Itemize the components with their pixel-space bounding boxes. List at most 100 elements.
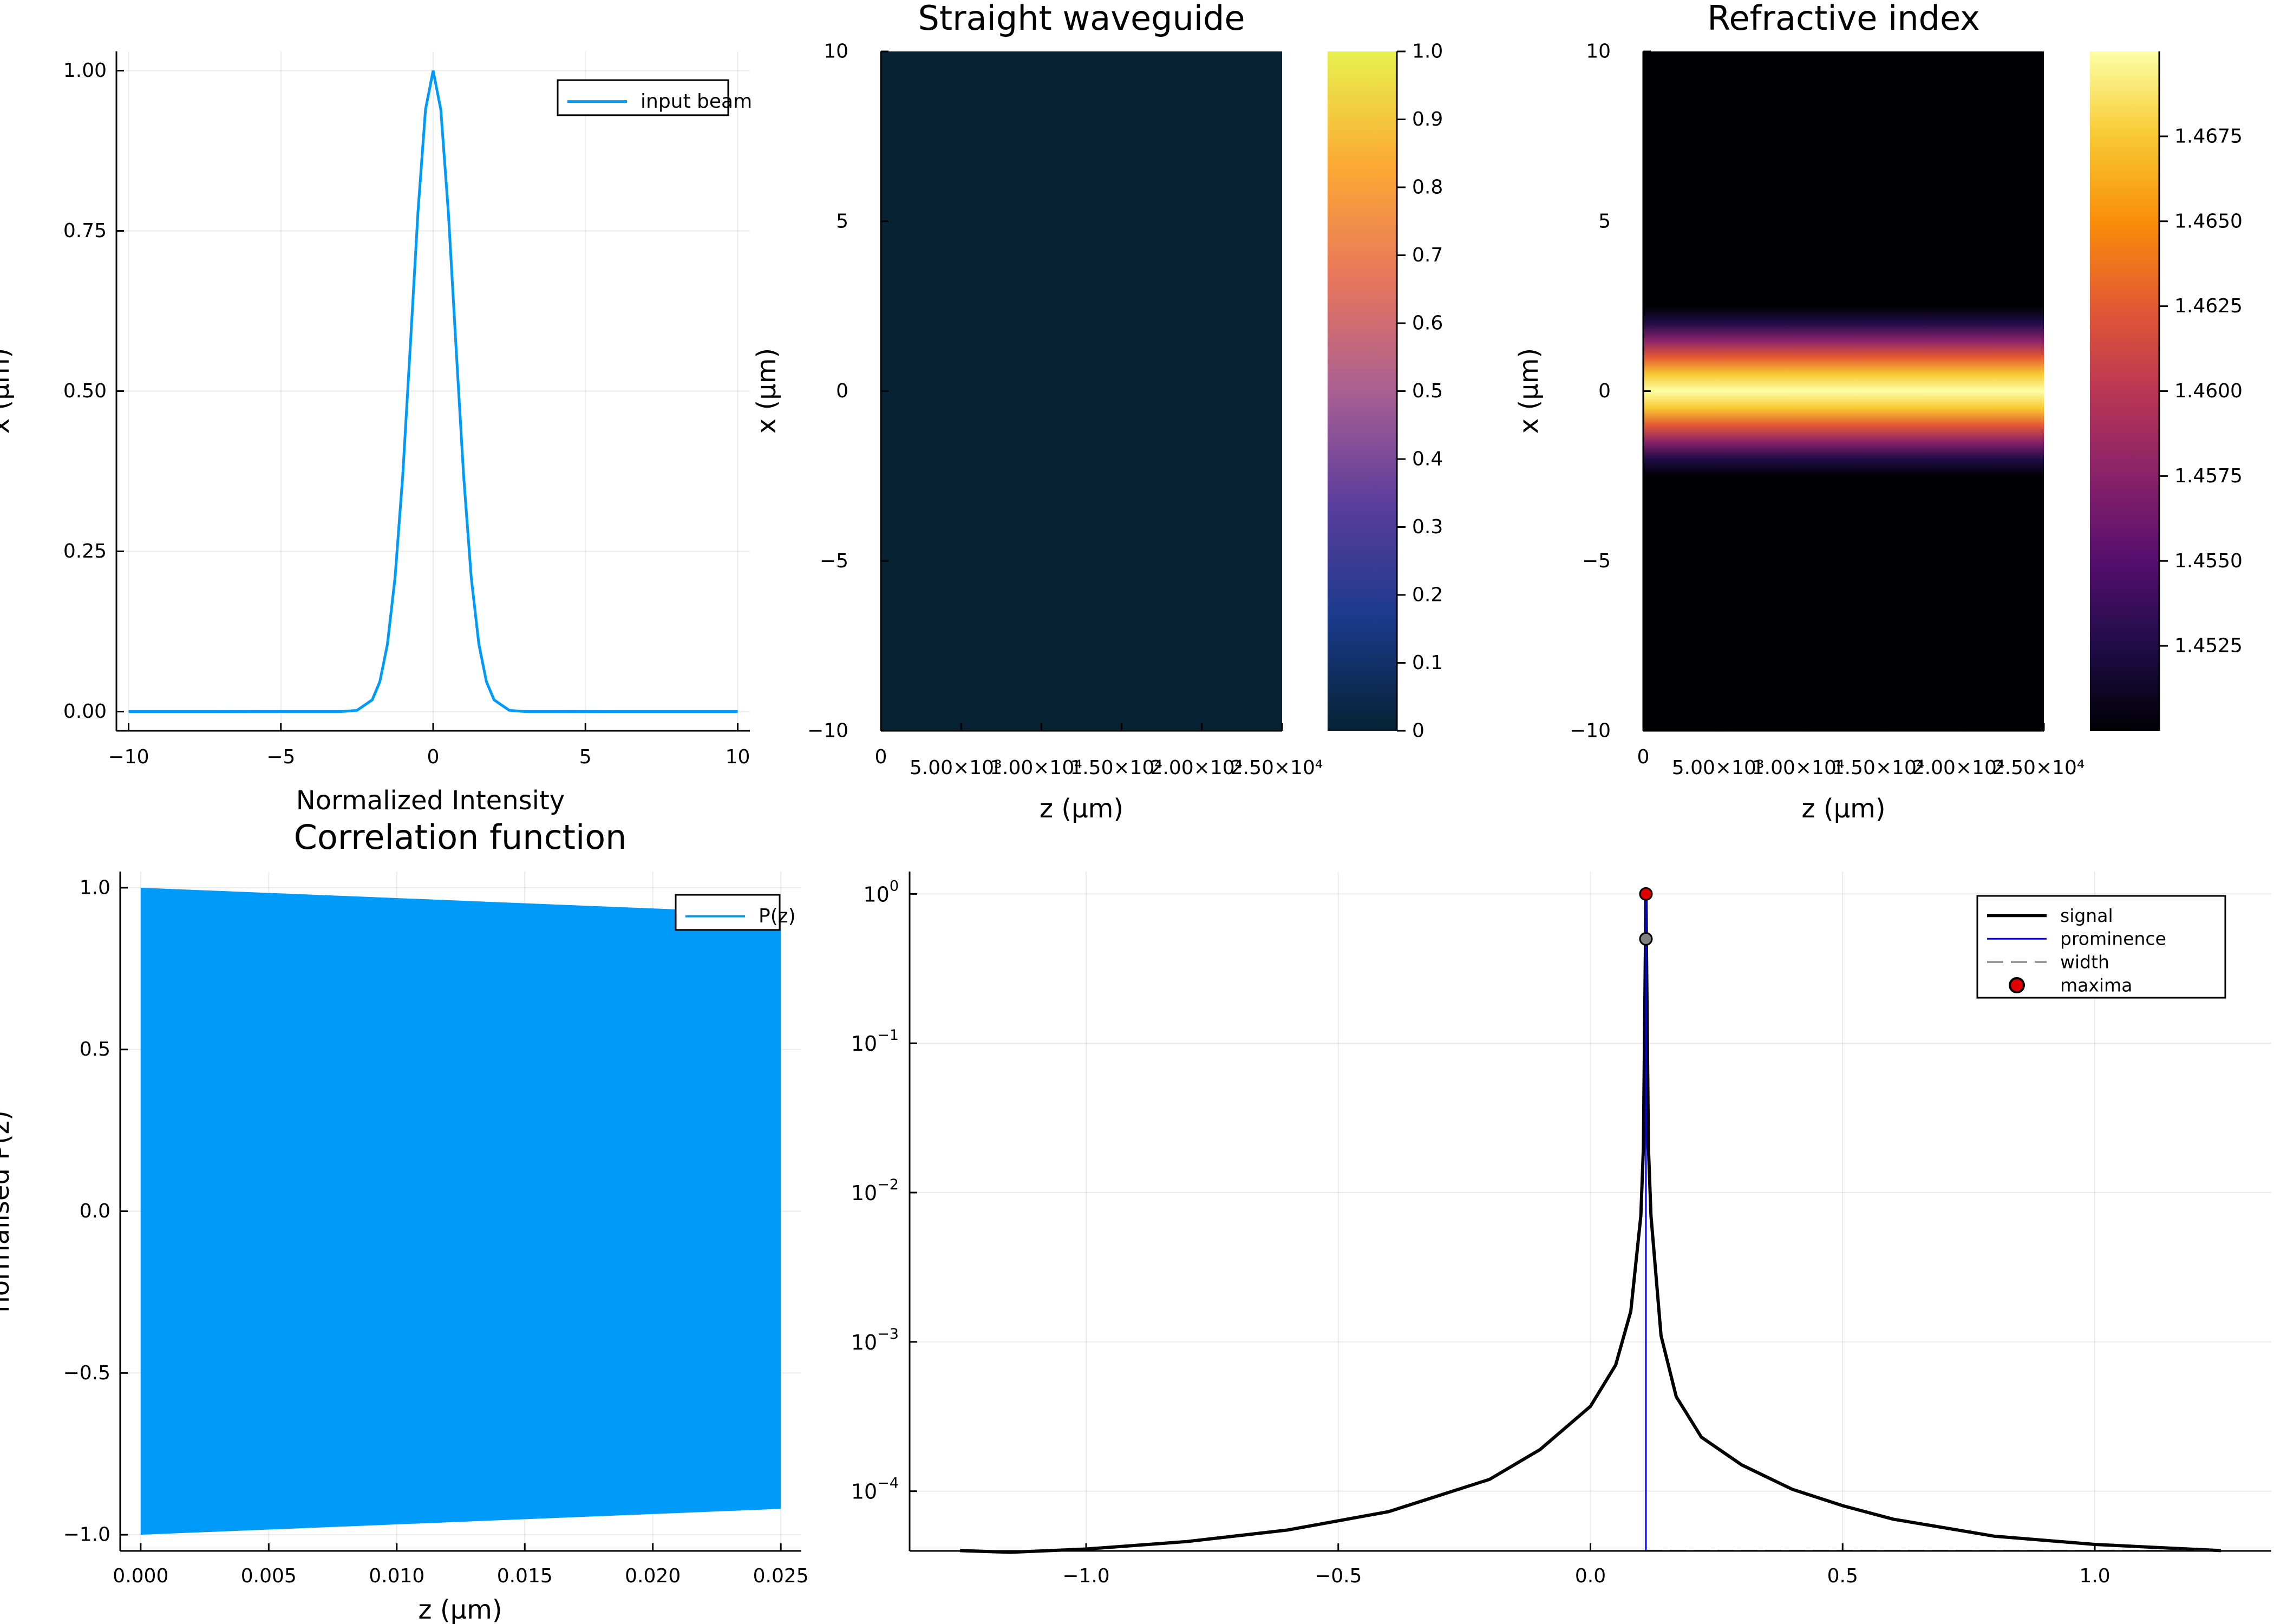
colorbar-tick-label: 0.3 [1412, 516, 1443, 538]
y-tick-label: 5 [836, 210, 848, 232]
colorbar-tick-label: 1.4550 [2174, 550, 2243, 572]
colorbar-tick-label: 1.4600 [2174, 380, 2243, 402]
y-tick-label: 0.0 [80, 1200, 110, 1222]
x-tick-label: 0.010 [369, 1565, 424, 1587]
x-tick-label: 0.005 [241, 1565, 297, 1587]
x-tick-label: 2.00×10⁴ [1151, 757, 1243, 779]
x-tick-label: 5 [579, 746, 592, 768]
x-tick-label: 0.5 [1827, 1565, 1858, 1587]
legend-label: input beam [641, 90, 752, 113]
series-line-input-beam [128, 70, 738, 713]
x-tick-labels: 0.000 0.005 0.010 0.015 0.020 0.025 [113, 1543, 809, 1587]
x-axis-label: Normalized Intensity [296, 785, 565, 816]
x-tick-label: 2.00×10⁴ [1912, 757, 2005, 779]
colorbar-tick-labels: 0 0.1 0.2 0.3 0.4 0.5 0.6 0.7 0.8 0.9 1.0 [1396, 41, 1443, 742]
x-tick-label: 5.00×10³ [910, 757, 1002, 779]
colorbar-tick-label: 0.9 [1412, 108, 1443, 130]
x-tick-label: 1.0 [2079, 1565, 2110, 1587]
x-tick-label: 5.00×10³ [1672, 757, 1765, 779]
grid-lines [116, 51, 750, 731]
y-tick-label: 0.00 [63, 700, 107, 723]
y-tick-label: −10 [807, 720, 848, 742]
y-tick-label: 0 [836, 380, 848, 402]
legend-box [675, 894, 781, 931]
legend: input beam [557, 79, 752, 116]
colorbar-tick-label: 1.4675 [2174, 125, 2243, 147]
y-tick-label: 0.75 [63, 220, 107, 242]
colorbar-tick-label: 1.4525 [2174, 635, 2243, 657]
x-tick-label: 0.000 [113, 1565, 168, 1587]
y-tick-label: 0.25 [63, 540, 107, 562]
colorbar-tick-label: 0.8 [1412, 176, 1443, 199]
x-tick-label: −10 [108, 746, 149, 768]
y-tick-label: −1.0 [63, 1524, 110, 1546]
legend-label: signal [2060, 905, 2113, 926]
heatmap-index [1643, 51, 2044, 731]
legend-box [557, 79, 729, 116]
x-tick-label: 2.50×10⁴ [1992, 757, 2085, 779]
x-tick-label: 0.015 [497, 1565, 553, 1587]
x-axis-label: z (μm) [1801, 794, 1885, 824]
x-tick-label: 0.020 [625, 1565, 681, 1587]
x-tick-label: 2.50×10⁴ [1231, 757, 1323, 779]
series-band-pz [140, 887, 781, 1535]
x-tick-label: 1.50×10⁴ [1832, 757, 1925, 779]
colorbar-tick-label: 0 [1412, 720, 1424, 742]
legend-label: maxima [2060, 975, 2132, 996]
y-axis-label: x (μm) [752, 348, 782, 434]
x-tick-labels: −1.0 −0.5 0.0 0.5 1.0 [1062, 1543, 2110, 1587]
y-axis-label: x (μm) [1514, 348, 1544, 434]
panel-input-beam: −10 −5 0 5 10 0.00 0.25 0.50 0.75 1.00 Normalize… [0, 51, 752, 816]
marker-half-height [1639, 932, 1653, 946]
colorbar-tick-label: 0.4 [1412, 448, 1443, 470]
legend: P(z) [675, 894, 796, 931]
chart-title: Straight waveguide [918, 0, 1245, 38]
y-tick-label: 0.5 [80, 1038, 110, 1060]
colorbar [1328, 51, 1397, 731]
colorbar-tick-label: 1.0 [1412, 41, 1443, 63]
colorbar-tick-label: 0.1 [1412, 652, 1443, 674]
colorbar-tick-label: 1.4625 [2174, 295, 2243, 317]
panel-peak-analysis: −1.0 −0.5 0.0 0.5 1.0 10−4 10−3 10−2 10−1 100 si… [851, 872, 2271, 1587]
colorbar-tick-label: 0.6 [1412, 312, 1443, 335]
x-tick-label: 1.00×10⁴ [1752, 757, 1845, 779]
colorbar-tick-label: 1.4650 [2174, 210, 2243, 232]
y-tick-label: 0.50 [63, 380, 107, 402]
y-tick-label: 1.0 [80, 876, 110, 899]
y-tick-label: 10 [824, 41, 848, 63]
legend-label: P(z) [759, 905, 796, 927]
x-tick-label: 0 [427, 746, 440, 768]
x-tick-label: 0.0 [1575, 1565, 1606, 1587]
y-tick-label: 10−2 [851, 1176, 899, 1205]
y-tick-labels: −10 −5 0 5 10 [807, 41, 888, 742]
y-tick-labels: −1.0 −0.5 0.0 0.5 1.0 [63, 876, 128, 1546]
colorbar-tick-label: 0.7 [1412, 244, 1443, 266]
x-tick-labels: 0 5.00×10³1.00×10⁴1.50×10⁴2.00×10⁴2.50×10… [875, 723, 1323, 779]
y-tick-labels: −10 −5 0 5 10 [1570, 41, 1651, 742]
x-tick-label: −0.5 [1315, 1565, 1362, 1587]
y-tick-label: 5 [1598, 210, 1611, 232]
legend-swatch [2009, 977, 2025, 993]
x-tick-label: 0 [875, 746, 887, 768]
y-tick-labels: 0.00 0.25 0.50 0.75 1.00 [63, 60, 124, 723]
colorbar-tick-label: 0.2 [1412, 584, 1443, 606]
y-tick-labels: 10−4 10−3 10−2 10−1 100 [851, 878, 917, 1504]
marker-maximum [1639, 887, 1653, 901]
x-tick-label: 0 [1637, 746, 1650, 768]
y-tick-label: −5 [820, 550, 848, 572]
y-tick-label: 10−4 [851, 1475, 899, 1504]
colorbar-tick-labels: 1.4525 1.4550 1.4575 1.4600 1.4625 1.4650 1.46… [2158, 51, 2243, 731]
y-tick-label: 100 [863, 878, 899, 906]
x-tick-label: 1.50×10⁴ [1070, 757, 1162, 779]
heatmap-field [881, 51, 1282, 731]
y-tick-label: 10−3 [851, 1326, 899, 1354]
y-axis-label: x (μm) [0, 348, 15, 434]
y-tick-label: 0 [1598, 380, 1611, 402]
colorbar [2090, 51, 2159, 731]
x-tick-labels: −10 −5 0 5 10 [108, 723, 750, 768]
y-axis-label: normalised P(z) [0, 1110, 15, 1312]
panel-refractive-index: 0 5.00×10³1.00×10⁴1.50×10⁴2.00×10⁴2.50×10… [1514, 0, 2243, 824]
x-tick-label: −5 [266, 746, 295, 768]
panel-straight-waveguide: 0 5.00×10³1.00×10⁴1.50×10⁴2.00×10⁴2.50×10… [752, 0, 1443, 824]
